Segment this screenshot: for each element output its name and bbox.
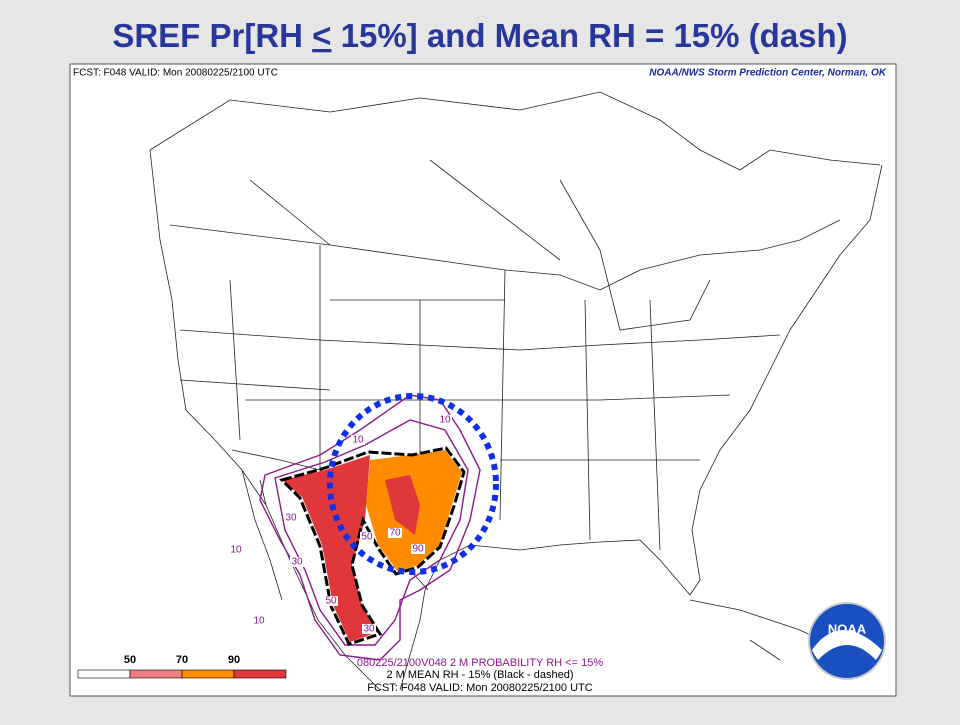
label-bg	[411, 544, 425, 554]
title-part: SREF Pr[RH	[112, 17, 312, 54]
coastline	[149, 91, 883, 691]
contour-label: 30	[363, 624, 375, 635]
legend-label: 70	[176, 654, 188, 666]
label-bg	[388, 528, 402, 538]
label-bg	[324, 596, 338, 606]
label-bg	[252, 616, 266, 626]
slide-title: SREF Pr[RH < 15%] and Mean RH = 15% (das…	[112, 17, 847, 54]
contour-label: 50	[325, 596, 337, 607]
legend-label: 50	[124, 654, 136, 666]
contour-label: 70	[389, 528, 401, 539]
label-bg	[351, 435, 365, 445]
legend-swatch	[77, 669, 131, 679]
contour-label: 90	[412, 544, 424, 555]
logo-text: NOAA	[828, 621, 867, 636]
title-part: 15%] and Mean RH = 15% (dash)	[331, 17, 847, 54]
noaa-logo: NOAA	[808, 602, 886, 680]
footer-line: FCST: F048 VALID: Mon 20080225/2100 UTC	[367, 682, 592, 694]
label-bg	[438, 415, 452, 425]
header-left: FCST: F048 VALID: Mon 20080225/2100 UTC	[73, 68, 278, 79]
footer-line: 2 M MEAN RH - 15% (Black - dashed)	[386, 669, 573, 681]
legend: 50 70 90	[77, 654, 287, 679]
label-bg	[290, 557, 304, 567]
prob-area	[385, 475, 420, 535]
map-panel	[69, 63, 897, 697]
label-bg	[362, 624, 376, 634]
logo-wave	[818, 645, 876, 674]
contour-label: 10	[439, 415, 451, 426]
label-bg	[229, 545, 243, 555]
contour-label: 30	[285, 513, 297, 524]
contour-label: 10	[352, 435, 364, 446]
title-part: <	[312, 17, 331, 54]
contour-label: 10	[230, 545, 242, 556]
legend-swatch	[181, 669, 235, 679]
header-right: NOAA/NWS Storm Prediction Center, Norman…	[649, 68, 886, 79]
prob-area	[282, 455, 378, 642]
legend-label: 90	[228, 654, 240, 666]
map: 10 10 30 10 30 50 70 90 50 10 30	[149, 91, 883, 691]
mean-rh-contour	[279, 446, 466, 646]
footer-line: 080225/2100V048 2 M PROBABILITY RH <= 15…	[357, 657, 603, 669]
contour-label: 50	[361, 532, 373, 543]
label-bg	[360, 532, 374, 542]
legend-swatch	[233, 669, 287, 679]
contour-label: 30	[291, 557, 303, 568]
contour-label: 10	[253, 616, 265, 627]
label-bg	[284, 513, 298, 523]
highlight-circle	[327, 393, 499, 575]
legend-swatch	[129, 669, 183, 679]
state-lines	[179, 159, 781, 551]
